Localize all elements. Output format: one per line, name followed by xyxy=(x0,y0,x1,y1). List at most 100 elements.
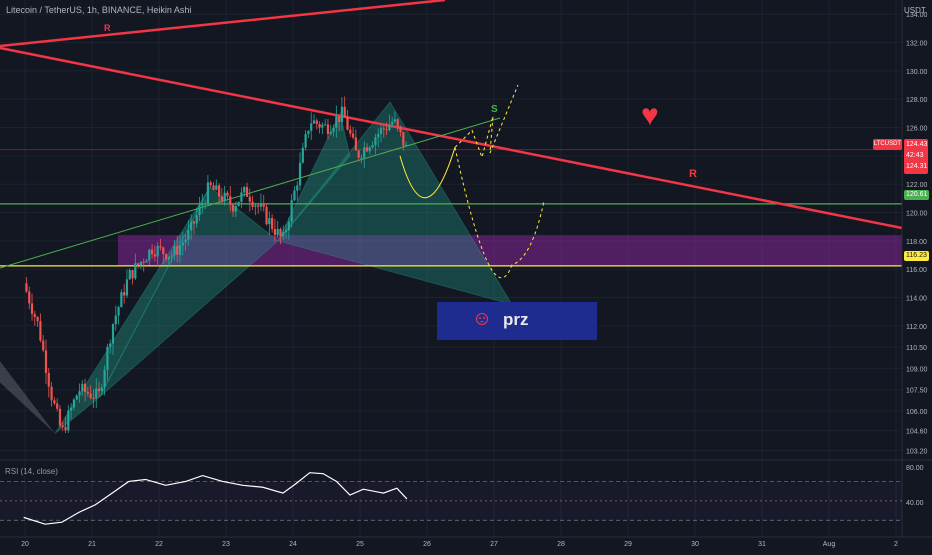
candle-body xyxy=(231,204,235,212)
candle-body xyxy=(212,185,215,190)
rsi-tick-label: 80.00 xyxy=(906,465,924,472)
prz-label: prz xyxy=(503,310,529,329)
price-scale-bg xyxy=(902,0,932,550)
resistance-label-main: R xyxy=(689,168,697,180)
green-level-badge: 120.61 xyxy=(904,190,930,200)
price-tick-label: 120.00 xyxy=(906,211,928,218)
candle-body xyxy=(310,123,313,131)
candle-body xyxy=(170,255,173,257)
price-tick-label: 110.50 xyxy=(906,345,927,352)
time-tick-label: 23 xyxy=(222,541,230,548)
candle-body xyxy=(393,119,397,122)
candle-body xyxy=(187,230,190,240)
rsi-tick-label: 40.00 xyxy=(906,500,924,507)
candle-body xyxy=(282,232,285,237)
symbol-legend-title[interactable]: Litecoin / TetherUS, 1h, BINANCE, Heikin… xyxy=(6,5,192,15)
candle-body xyxy=(346,116,349,130)
resistance-line-top xyxy=(0,0,446,48)
price-tick-label: 109.00 xyxy=(906,366,928,373)
candle-body xyxy=(125,279,129,296)
candle-body xyxy=(100,387,103,392)
price-tick-label: 103.20 xyxy=(906,449,928,456)
price-tick-label: 128.00 xyxy=(906,97,928,104)
rsi-line xyxy=(23,472,408,525)
candle-body xyxy=(106,346,109,370)
candle-body xyxy=(53,400,56,404)
candle-body xyxy=(173,246,176,256)
yellow-level-badge: 116.23 xyxy=(904,251,929,261)
candle-body xyxy=(229,196,232,205)
candle-body xyxy=(340,106,344,123)
rsi-legend-label[interactable]: RSI (14, close) xyxy=(5,467,58,476)
time-tick-label: 31 xyxy=(758,541,766,548)
candle-body xyxy=(162,247,165,254)
candle-body xyxy=(271,218,274,230)
candle-body xyxy=(159,246,162,248)
candle-body xyxy=(399,126,402,133)
price-tick-label: 122.00 xyxy=(906,182,928,189)
candle-body xyxy=(109,343,112,347)
candle-body xyxy=(382,128,385,130)
price-tick-label: 116.00 xyxy=(906,267,927,274)
prz-zone-box[interactable] xyxy=(437,302,597,340)
candle-body xyxy=(248,196,251,202)
candle-body xyxy=(150,249,154,255)
currency-label[interactable]: USDT xyxy=(904,6,926,15)
candle-body xyxy=(89,393,92,398)
candle-body xyxy=(273,229,277,235)
candle-body xyxy=(128,270,131,280)
candle-body xyxy=(223,192,226,202)
candle-body xyxy=(206,182,210,204)
candle-body xyxy=(365,147,369,152)
candle-body xyxy=(357,150,360,158)
time-tick-label: 29 xyxy=(624,541,632,548)
candle-body xyxy=(234,205,237,212)
candle-body xyxy=(64,426,67,431)
pattern-leg-ab xyxy=(99,186,279,398)
candle-body xyxy=(181,242,184,246)
candle-body xyxy=(296,185,299,191)
price-tick-label: 107.50 xyxy=(906,388,928,395)
candle-body xyxy=(86,391,89,394)
candle-body xyxy=(134,263,137,279)
candle-body xyxy=(243,187,246,193)
candle-body xyxy=(240,192,243,202)
time-tick-label: 28 xyxy=(557,541,565,548)
candle-body xyxy=(254,205,257,207)
time-tick-label: 2 xyxy=(894,541,898,548)
candle-body xyxy=(153,254,156,257)
candle-body xyxy=(245,187,249,197)
candle-body xyxy=(178,245,182,255)
candle-body xyxy=(220,196,223,202)
pattern-leg-bc xyxy=(277,111,351,242)
candle-body xyxy=(58,408,62,426)
candle-body xyxy=(332,127,335,132)
candle-body xyxy=(114,315,117,325)
candle-body xyxy=(363,147,366,158)
time-tick-label: 21 xyxy=(88,541,96,548)
candle-body xyxy=(28,291,31,304)
candle-body xyxy=(131,270,134,279)
candle-body xyxy=(95,388,98,399)
candle-body xyxy=(396,119,399,127)
candle-body xyxy=(164,253,168,260)
pattern-leg-xa xyxy=(54,186,211,434)
resistance-line-main xyxy=(0,46,903,230)
candle-body xyxy=(111,324,115,344)
time-tick-label: 22 xyxy=(155,541,163,548)
candle-body xyxy=(67,410,70,431)
price-tick-label: 118.00 xyxy=(906,239,927,246)
candle-body xyxy=(293,190,296,201)
candle-body xyxy=(251,201,254,207)
time-tick-label: 20 xyxy=(21,541,29,548)
candle-body xyxy=(307,130,310,135)
candle-body xyxy=(343,106,346,117)
resistance-label-top: R xyxy=(104,23,111,33)
candle-body xyxy=(56,403,59,409)
candle-body xyxy=(156,246,159,257)
candle-body xyxy=(349,129,352,134)
candle-body xyxy=(402,132,405,146)
time-tick-label: 30 xyxy=(691,541,699,548)
